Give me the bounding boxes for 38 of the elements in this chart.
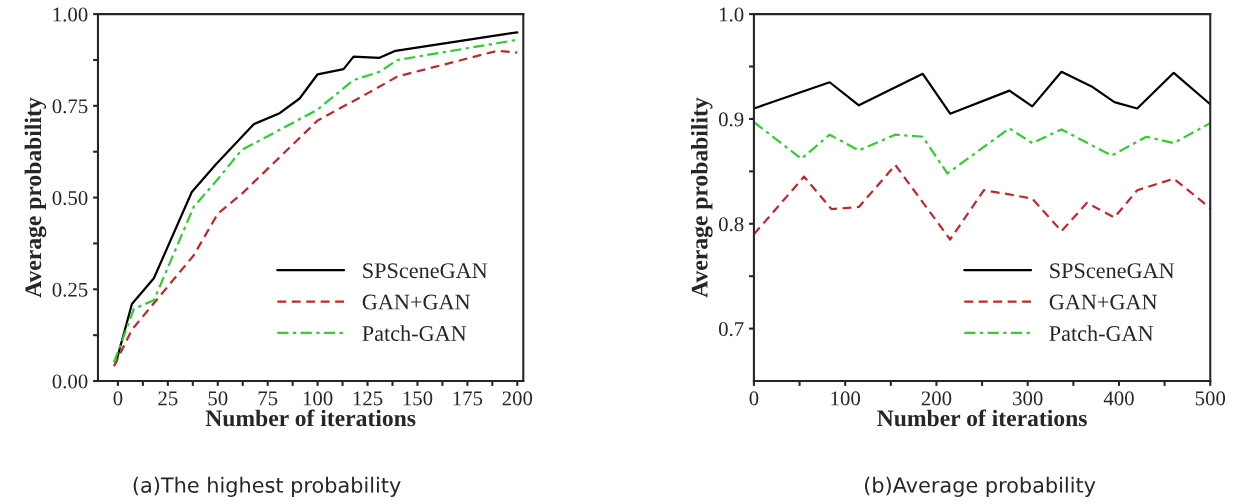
x-tick-label: 0 [749,391,759,406]
y-tick-label: 0.50 [52,190,88,206]
legend-label: GAN+GAN [1049,294,1158,310]
x-tick-label: 25 [158,391,178,406]
line-series [753,70,1211,115]
y-tick-label: 0.8 [718,217,744,232]
legend-label: GAN+GAN [362,294,471,310]
text: (b)Average probability [864,476,1096,497]
text: (a)The highest probability [133,476,401,497]
legend-label: SPSceneGAN [1050,263,1175,279]
x-tick-label: 0 [113,391,123,406]
x-tick-label: 500 [1195,391,1226,406]
y-axis-title: Average probability [24,97,47,298]
x-tick-label: 50 [208,391,228,406]
y-axis-title: Average probability [691,97,713,298]
x-tick-label: 125 [353,391,383,406]
x-tick-label: 300 [1013,391,1043,406]
x-tick-label: 200 [921,391,952,406]
x-tick-label: 150 [403,391,433,406]
x-tick-label: 400 [1103,391,1134,406]
y-tick-label: 0.9 [718,112,744,127]
legend-label: SPSceneGAN [363,263,488,279]
y-tick-label: 1.0 [719,7,744,22]
legend-label: Patch-GAN [362,325,467,341]
x-tick-label: 100 [831,391,861,406]
x-tick-label: 200 [502,391,533,406]
x-tick-label: 100 [303,391,333,406]
y-tick-label: 0.7 [718,321,744,337]
line-series [753,120,1211,175]
y-tick-label: 1.00 [53,7,88,22]
y-tick-label: 0.25 [52,282,88,297]
x-tick-label: 175 [453,391,483,406]
y-tick-label: 0.00 [52,374,88,389]
x-axis-title: Number of iterations [877,409,1087,427]
x-axis-title: Number of iterations [205,409,416,427]
legend-label: Patch-GAN [1049,325,1154,341]
y-tick-label: 0.75 [52,99,88,114]
x-tick-label: 75 [258,391,278,406]
